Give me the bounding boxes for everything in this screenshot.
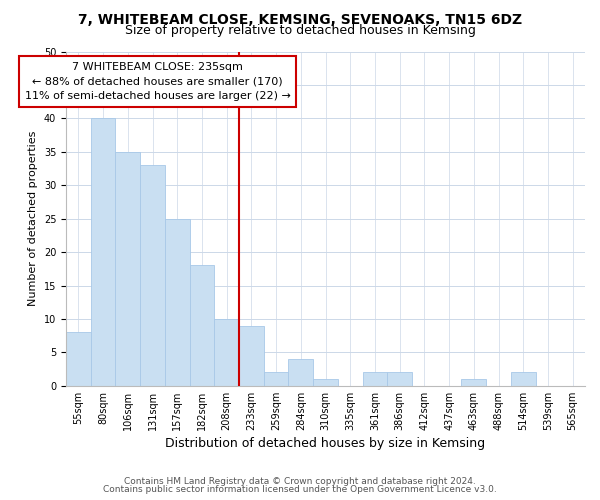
Bar bbox=[289, 359, 313, 386]
Bar bbox=[214, 319, 239, 386]
Bar bbox=[66, 332, 91, 386]
X-axis label: Distribution of detached houses by size in Kemsing: Distribution of detached houses by size … bbox=[166, 437, 485, 450]
Bar bbox=[115, 152, 140, 386]
Bar bbox=[362, 372, 387, 386]
Bar bbox=[91, 118, 115, 386]
Bar bbox=[190, 266, 214, 386]
Bar bbox=[239, 326, 264, 386]
Text: Contains public sector information licensed under the Open Government Licence v3: Contains public sector information licen… bbox=[103, 485, 497, 494]
Text: Size of property relative to detached houses in Kemsing: Size of property relative to detached ho… bbox=[125, 24, 475, 37]
Y-axis label: Number of detached properties: Number of detached properties bbox=[28, 131, 38, 306]
Bar bbox=[461, 379, 486, 386]
Bar bbox=[511, 372, 536, 386]
Bar bbox=[165, 218, 190, 386]
Text: 7 WHITEBEAM CLOSE: 235sqm
← 88% of detached houses are smaller (170)
11% of semi: 7 WHITEBEAM CLOSE: 235sqm ← 88% of detac… bbox=[25, 62, 290, 101]
Text: Contains HM Land Registry data © Crown copyright and database right 2024.: Contains HM Land Registry data © Crown c… bbox=[124, 477, 476, 486]
Bar bbox=[264, 372, 289, 386]
Text: 7, WHITEBEAM CLOSE, KEMSING, SEVENOAKS, TN15 6DZ: 7, WHITEBEAM CLOSE, KEMSING, SEVENOAKS, … bbox=[78, 12, 522, 26]
Bar bbox=[387, 372, 412, 386]
Bar bbox=[313, 379, 338, 386]
Bar bbox=[140, 165, 165, 386]
